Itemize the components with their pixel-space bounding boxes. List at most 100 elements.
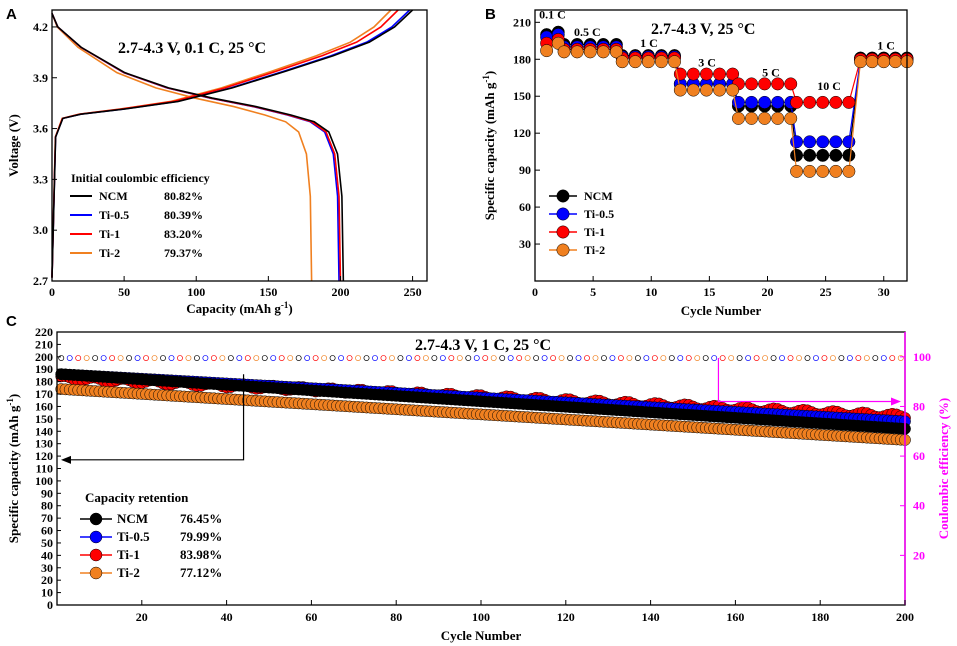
y-tick-label: 190 (35, 362, 53, 376)
y-tick-label: 20 (41, 573, 53, 587)
x-tick-label: 15 (703, 285, 715, 299)
y-tick-label: 30 (519, 237, 531, 251)
y-tick-label: 170 (35, 387, 53, 401)
ce-point (236, 355, 243, 362)
ce-point (796, 355, 802, 362)
point-ti-2 (713, 83, 726, 97)
ce-point (100, 355, 107, 362)
ce-point (202, 355, 209, 362)
ce-point (863, 355, 870, 362)
panel-letter: A (6, 6, 17, 23)
point-ti-2 (673, 83, 687, 97)
ce-point (516, 355, 523, 362)
point-ti-2 (570, 45, 584, 59)
ce-point (753, 355, 760, 362)
point-ti-1 (842, 95, 856, 109)
x-axis-label: Cycle Number (681, 303, 762, 318)
ce-point (558, 355, 565, 362)
point-ti-2 (557, 45, 571, 59)
ce-point (287, 355, 294, 362)
ce-point (431, 355, 438, 362)
ce-point (770, 355, 777, 362)
y-axis-label: Voltage (V) (6, 114, 21, 177)
x-tick-label: 20 (136, 610, 148, 624)
point-ti-2 (816, 164, 830, 178)
y-tick-label: 130 (35, 437, 53, 451)
point-ti-0.5 (771, 95, 785, 109)
point-ti-2 (641, 55, 655, 69)
legend-marker-ti-0.5 (89, 530, 103, 544)
y-tick-label: 70 (41, 511, 53, 525)
ce-point (304, 355, 311, 362)
point-ti-1 (816, 95, 830, 109)
y2-axis-label: Coulombic efficiency (%) (936, 398, 951, 540)
x-tick-label: 150 (259, 285, 277, 299)
x-tick-label: 0 (532, 285, 538, 299)
point-ti-2 (726, 83, 740, 97)
x-tick-label: 10 (645, 285, 657, 299)
ce-point (329, 355, 336, 362)
ce-point (397, 355, 404, 362)
y2-tick-label: 20 (913, 548, 925, 562)
ce-point (626, 355, 633, 362)
ce-point (261, 355, 268, 362)
ce-point (728, 355, 735, 362)
ce-point (609, 355, 616, 362)
legend-marker-ti-0.5 (556, 207, 570, 221)
ce-point (601, 355, 607, 362)
y-tick-label: 180 (35, 375, 53, 389)
ce-point (779, 355, 785, 362)
ce-point (177, 355, 183, 362)
point-ti-2 (700, 83, 713, 97)
ce-point (634, 355, 641, 362)
ce-point (414, 355, 421, 362)
point-ti-2 (731, 111, 745, 125)
ce-point (227, 355, 234, 362)
legend-value: 80.82% (164, 189, 203, 203)
ce-point (719, 355, 726, 362)
ce-point (736, 355, 743, 362)
ce-point (617, 355, 624, 362)
x-tick-label: 20 (762, 285, 774, 299)
panel-c: C20 40 60 80 100 120 140 160 180 2000102030405060… (5, 313, 951, 643)
ce-point (897, 355, 904, 362)
x-tick-label: 30 (878, 285, 890, 299)
y-tick-label: 110 (36, 462, 53, 476)
point-ncm (816, 148, 830, 162)
rate-label: 5 C (762, 66, 780, 80)
ce-point (855, 355, 862, 362)
ce-point (473, 355, 480, 362)
ce-point (389, 355, 395, 362)
point-ti-2 (877, 55, 891, 69)
point-ti-2 (686, 83, 700, 97)
ce-point (762, 355, 769, 362)
point-ti-1 (686, 67, 700, 81)
ce-point (745, 355, 752, 362)
y-tick-label: 3.3 (33, 172, 48, 186)
y2-tick-label: 100 (913, 350, 931, 364)
point-ti-2 (865, 55, 879, 69)
ce-point (405, 355, 412, 362)
y-tick-label: 2.7 (33, 274, 48, 288)
legend-value: 76.45% (180, 511, 222, 526)
ce-point (126, 355, 133, 362)
point-ti-0.5 (758, 95, 772, 109)
ce-point (117, 355, 124, 362)
y-axis-label: Specific capacity (mAh g-1) (481, 71, 497, 220)
legend-label: Ti-2 (584, 243, 605, 257)
ce-point (278, 355, 285, 362)
ce-point (219, 355, 226, 362)
legend-marker-ncm (89, 512, 103, 526)
ce-point (58, 355, 65, 362)
ce-point (253, 355, 260, 362)
rate-label: 3 C (698, 56, 716, 70)
ce-point (584, 355, 590, 362)
legend-label: NCM (99, 189, 128, 203)
ce-point (821, 355, 828, 362)
ce-point (151, 355, 158, 362)
y-tick-label: 200 (35, 350, 53, 364)
x-tick-label: 100 (472, 610, 490, 624)
ce-point (643, 355, 650, 362)
ce-point (210, 355, 217, 362)
ce-point (550, 355, 557, 362)
